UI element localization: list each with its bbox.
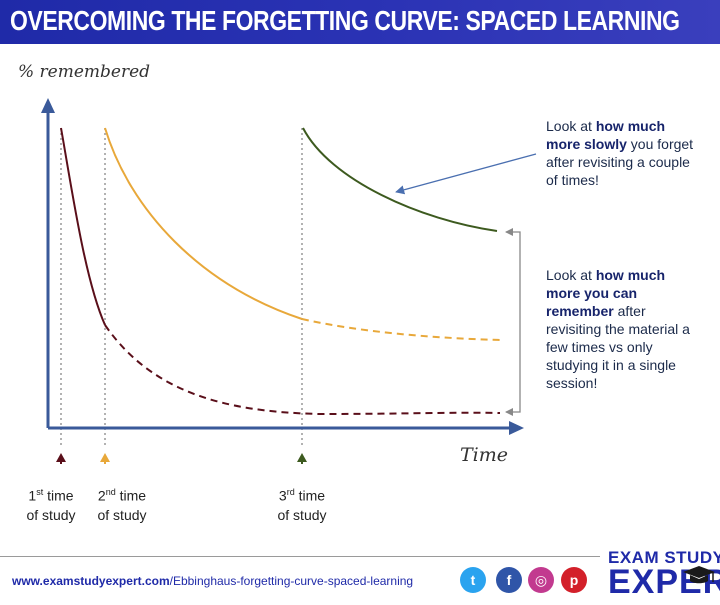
bracket-arrow-bottom bbox=[505, 408, 513, 416]
annotation-forget-slowly: Look at how much more slowly you forget … bbox=[546, 118, 694, 188]
x-axis-arrow bbox=[509, 421, 524, 435]
instagram-icon[interactable]: ◎ bbox=[528, 567, 554, 593]
x-axis-label: Time bbox=[460, 444, 509, 466]
curve-session-1-dashed bbox=[104, 324, 501, 416]
study-arrow-1 bbox=[56, 453, 66, 464]
annotation-remember-more-bold: how much more you can remember bbox=[546, 267, 666, 319]
curve-session-2-solid bbox=[104, 127, 303, 320]
footer-url-link[interactable]: www.examstudyexpert.com/Ebbinghaus-forge… bbox=[12, 574, 414, 588]
study-label-1: 1st time of study bbox=[26, 487, 76, 523]
forgetting-curve-diagram bbox=[41, 98, 537, 464]
curve-session-3 bbox=[302, 127, 498, 232]
brand-logo: EXAM STUDY EXPERT bbox=[608, 548, 720, 604]
curve-session-2-dashed bbox=[301, 318, 501, 341]
bracket-arrow-top bbox=[505, 228, 513, 236]
facebook-icon[interactable]: f bbox=[496, 567, 522, 593]
pointer-arrow bbox=[395, 153, 537, 195]
footer-divider bbox=[0, 556, 600, 557]
study-label-3: 3rd time of study bbox=[277, 487, 327, 523]
y-axis-arrow bbox=[41, 98, 55, 113]
study-label-2: 2nd time of study bbox=[97, 487, 147, 523]
annotation-forget-slowly-bold: how much more slowly bbox=[546, 118, 666, 152]
logo-top-text: EXAM STUDY bbox=[608, 548, 720, 567]
header-banner: OVERCOMING THE FORGETTING CURVE: SPACED … bbox=[0, 0, 720, 44]
study-arrow-2 bbox=[100, 453, 110, 464]
y-axis-label: % remembered bbox=[18, 62, 151, 82]
pinterest-icon[interactable]: p bbox=[561, 567, 587, 593]
twitter-icon[interactable]: t bbox=[460, 567, 486, 593]
page-title: OVERCOMING THE FORGETTING CURVE: SPACED … bbox=[10, 5, 680, 36]
graduation-cap-icon bbox=[683, 566, 715, 584]
comparison-bracket bbox=[506, 231, 521, 413]
curve-session-1-solid bbox=[60, 127, 106, 326]
study-arrow-3 bbox=[297, 453, 307, 464]
annotation-remember-more: Look at how much more you can remember a… bbox=[546, 267, 690, 391]
